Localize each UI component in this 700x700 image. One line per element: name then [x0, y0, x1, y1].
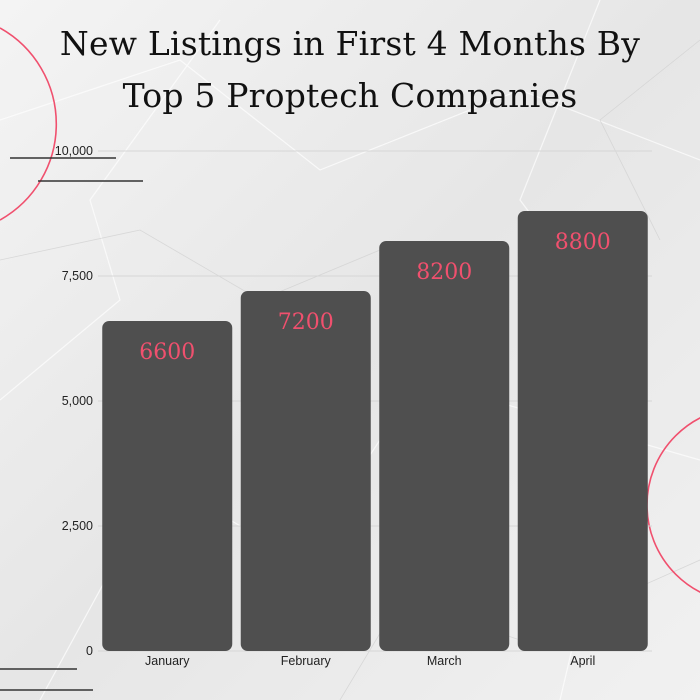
chart-title: New Listings in First 4 Months By Top 5 … — [0, 18, 700, 122]
bar-january — [102, 321, 233, 651]
x-category-label: February — [281, 654, 332, 668]
bar-march — [379, 241, 510, 651]
y-tick-label: 0 — [86, 644, 93, 658]
data-label: 8800 — [555, 230, 611, 255]
y-tick-label: 2,500 — [62, 519, 93, 533]
chart-title-line-2: Top 5 Proptech Companies — [122, 76, 578, 115]
decorative-circle-top-left — [0, 27, 58, 221]
bars — [102, 211, 648, 651]
data-label: 7200 — [278, 310, 334, 335]
y-tick-label: 7,500 — [62, 269, 93, 283]
chart-title-line-1: New Listings in First 4 Months By — [59, 24, 641, 63]
data-labels: 6600 7200 8200 8800 — [139, 230, 611, 365]
y-tick-label: 10,000 — [55, 144, 93, 158]
bar-february — [240, 291, 371, 651]
data-label: 8200 — [416, 260, 472, 285]
x-category-label: April — [570, 654, 595, 668]
data-label: 6600 — [139, 340, 195, 365]
x-category-label: March — [427, 654, 462, 668]
y-tick-label: 5,000 — [62, 394, 93, 408]
x-category-label: January — [145, 654, 190, 668]
x-axis-categories: January February March April — [145, 654, 595, 668]
bar-april — [517, 211, 648, 651]
y-axis-ticks: 0 2,500 5,000 7,500 10,000 — [55, 144, 93, 658]
